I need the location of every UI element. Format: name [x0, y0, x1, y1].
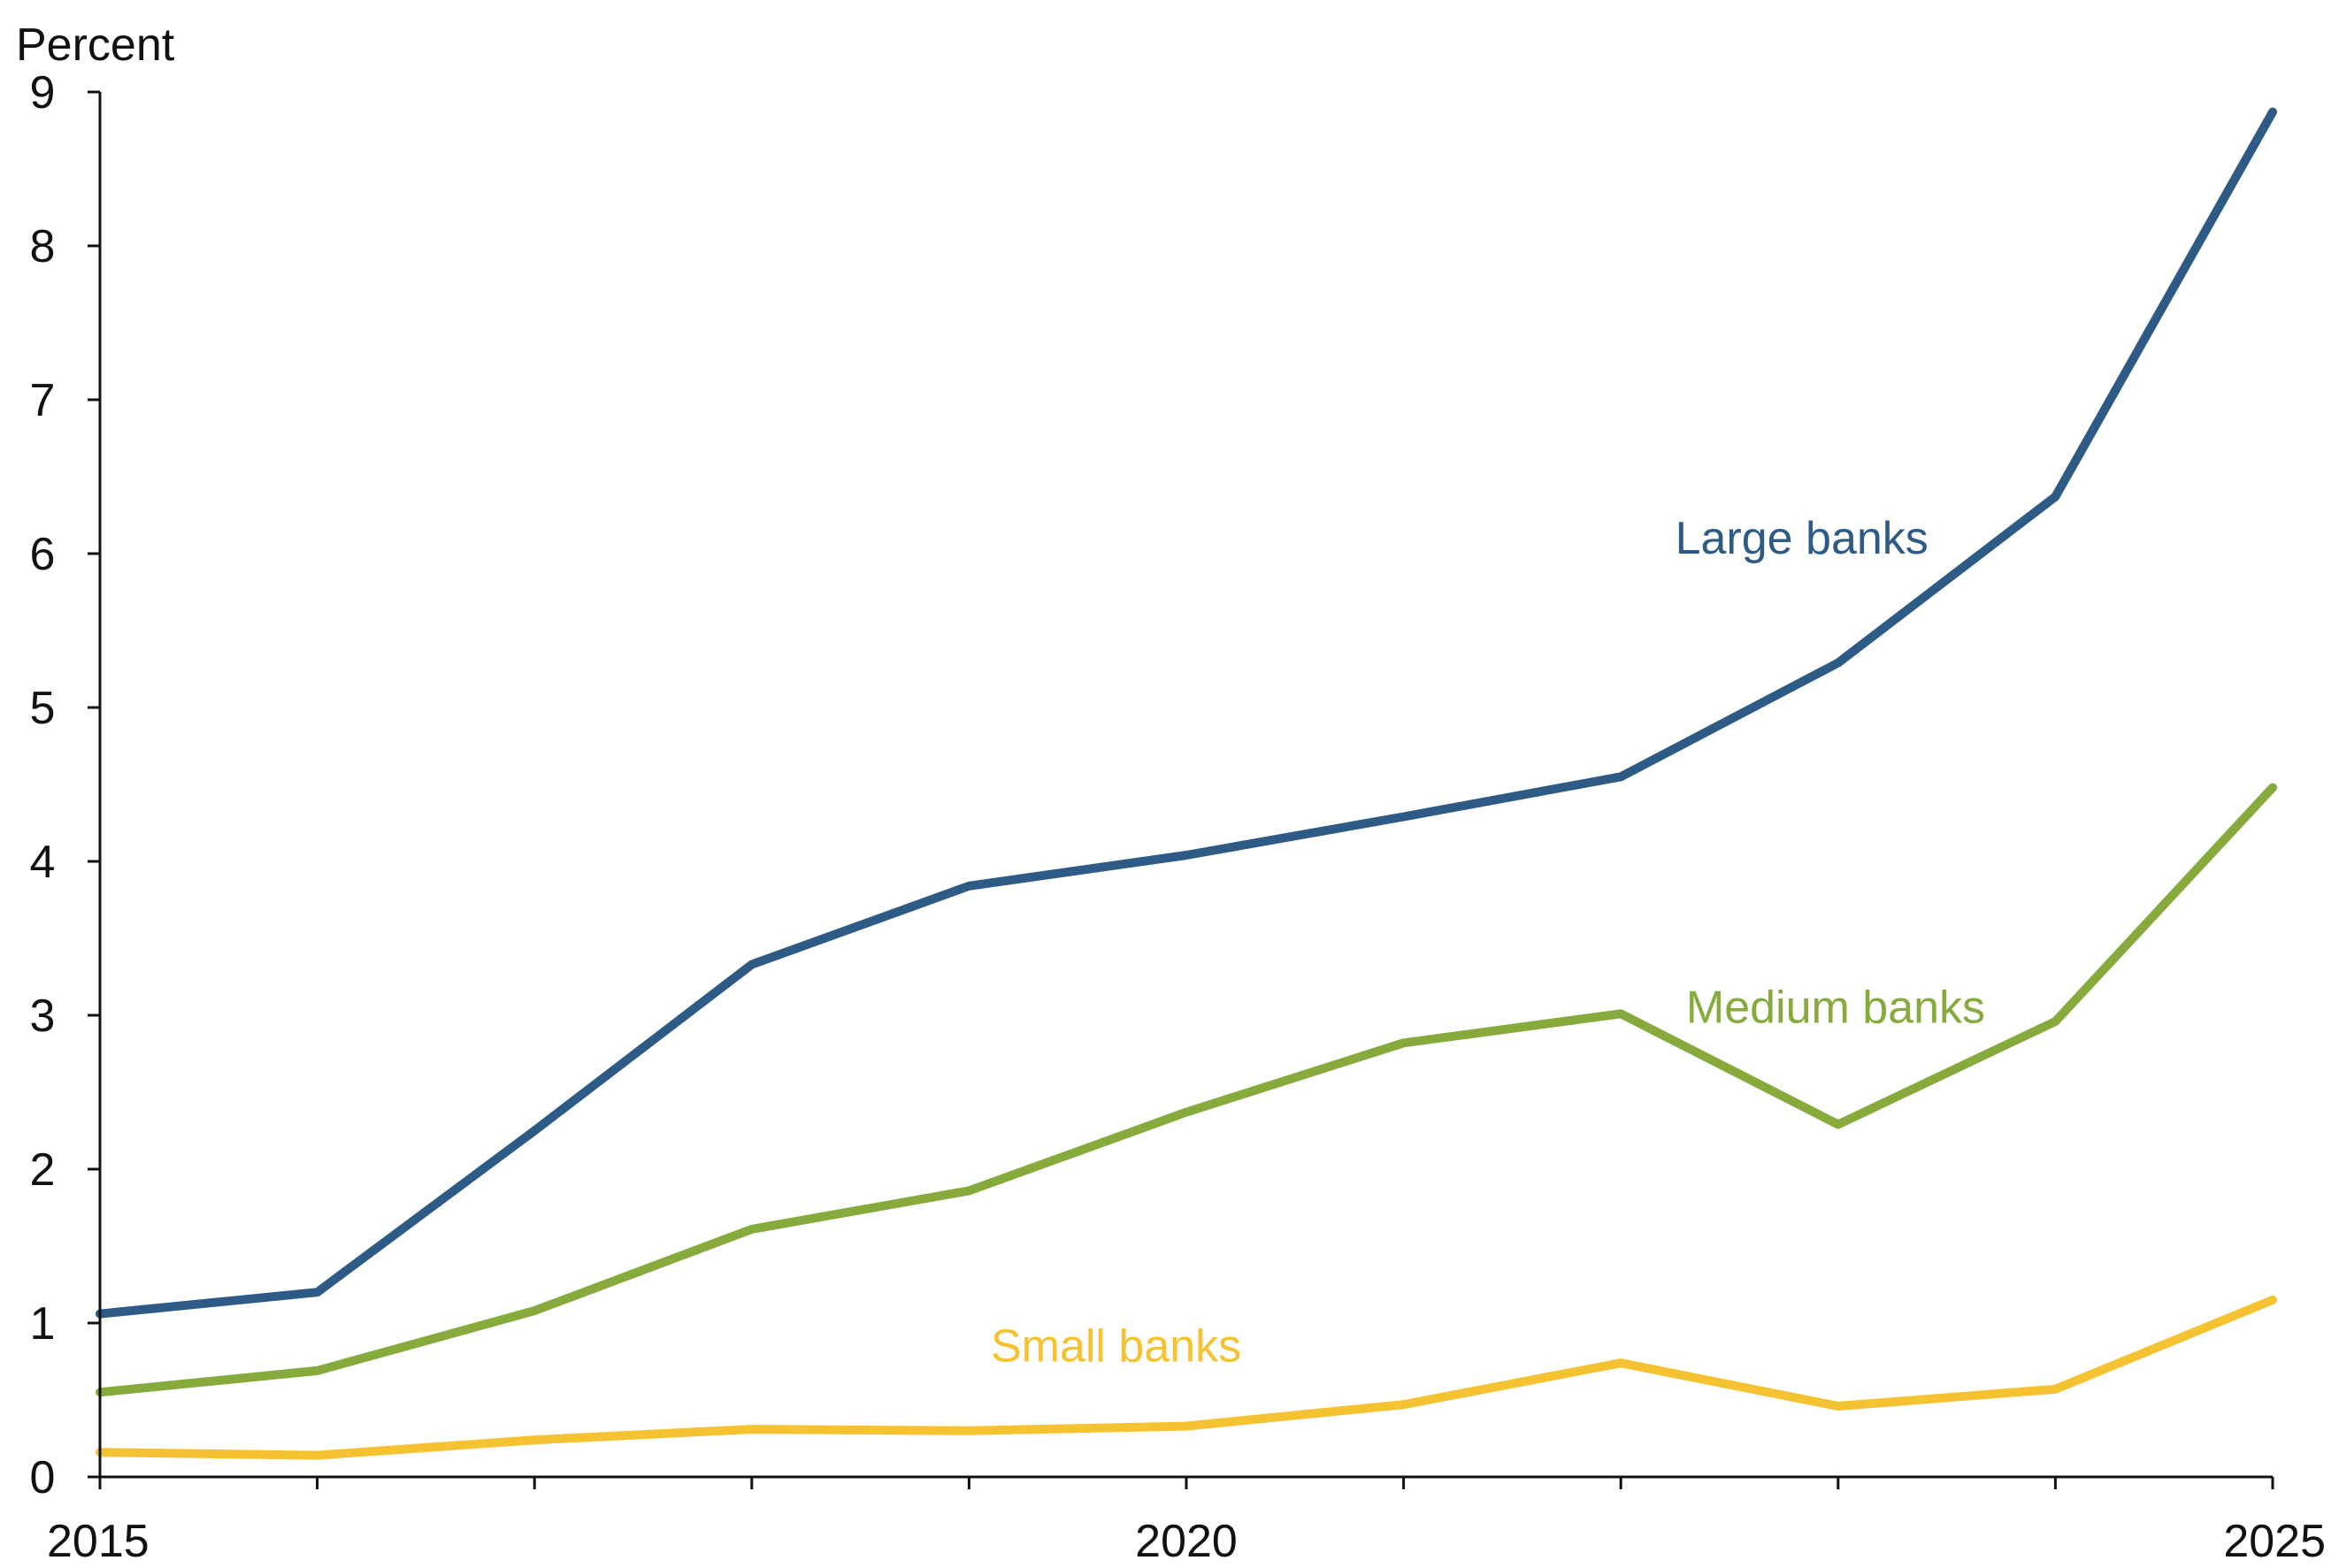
y-tick-label: 8 [30, 221, 56, 272]
y-tick-label: 0 [30, 1452, 56, 1503]
series-labels: Large banks Medium banks Small banks [991, 513, 1985, 1373]
y-axis-title: Percent [16, 19, 175, 71]
y-tick-label: 3 [30, 991, 56, 1042]
y-tick-label: 5 [30, 683, 56, 734]
series-label-large-banks: Large banks [1676, 513, 1929, 564]
y-tick-label: 9 [30, 67, 56, 119]
y-tick-label: 1 [30, 1298, 56, 1350]
series-line-small-banks [96, 1295, 2277, 1460]
series-label-small-banks: Small banks [991, 1321, 1241, 1373]
x-tick-label: 2020 [1135, 1516, 1238, 1567]
x-tick-label: 2025 [2223, 1516, 2326, 1567]
x-tick-label: 2015 [47, 1516, 150, 1567]
y-tick-label: 4 [30, 837, 56, 888]
series-line-medium-banks [96, 783, 2277, 1397]
y-tick-label: 2 [30, 1144, 56, 1196]
y-axis: 0 1 2 3 4 5 6 7 8 9 [30, 67, 100, 1503]
y-tick-label: 7 [30, 375, 56, 426]
series-line-large-banks [96, 107, 2277, 1319]
series-label-medium-banks: Medium banks [1686, 983, 1985, 1034]
x-axis: 2015 2020 2025 [47, 1477, 2326, 1567]
y-tick-label: 6 [30, 529, 56, 580]
series-group [96, 107, 2277, 1460]
